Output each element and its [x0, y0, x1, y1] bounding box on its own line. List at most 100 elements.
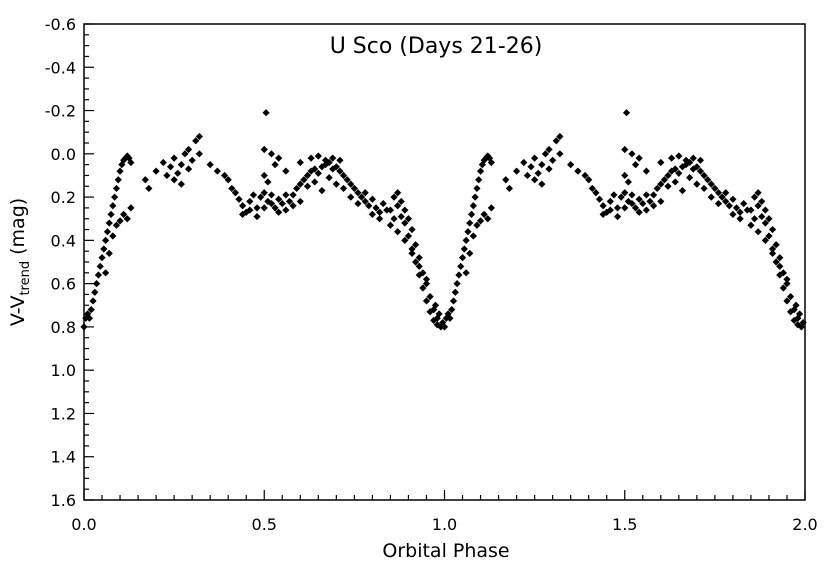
- data-point: [91, 288, 99, 296]
- y-tick-label: 1.0: [51, 361, 76, 380]
- data-point: [404, 215, 413, 223]
- data-point: [783, 275, 791, 283]
- data-point: [93, 280, 101, 288]
- data-point: [339, 184, 348, 193]
- data-point: [390, 193, 398, 201]
- data-point: [541, 150, 550, 158]
- data-point: [624, 197, 632, 206]
- data-point: [790, 306, 798, 314]
- data-point: [464, 228, 472, 236]
- data-point: [599, 210, 607, 218]
- data-point: [347, 180, 355, 188]
- data-point: [502, 176, 510, 184]
- data-point: [786, 293, 795, 301]
- data-point: [523, 171, 532, 180]
- data-point: [192, 137, 200, 145]
- data-point: [624, 178, 632, 186]
- data-point: [792, 301, 800, 309]
- data-point: [696, 167, 705, 175]
- x-tick-label: 1.5: [612, 515, 637, 534]
- data-point: [84, 310, 92, 318]
- y-axis-title-prefix: V-V: [7, 296, 29, 327]
- data-point: [635, 195, 643, 203]
- data-point: [285, 197, 294, 206]
- data-point: [260, 171, 268, 180]
- data-point: [239, 210, 247, 218]
- plot-area: [83, 23, 806, 501]
- data-point: [435, 310, 443, 318]
- data-point: [332, 163, 340, 171]
- data-point: [581, 171, 589, 180]
- data-point: [426, 293, 434, 301]
- x-tick-label: 2.0: [792, 515, 817, 534]
- x-tick-label: 0.5: [252, 515, 277, 534]
- data-point: [621, 189, 629, 197]
- data-point: [422, 280, 431, 288]
- data-point: [80, 323, 88, 331]
- data-point: [437, 323, 445, 331]
- data-point: [419, 269, 427, 277]
- data-point: [657, 197, 665, 206]
- data-point: [664, 182, 672, 190]
- data-point: [246, 197, 254, 206]
- data-point: [621, 145, 629, 154]
- data-point: [166, 163, 175, 171]
- data-point: [220, 171, 229, 180]
- data-point: [361, 197, 369, 206]
- data-point: [235, 195, 243, 203]
- x-axis: 0.0 0.5 1.0 1.5 2.0: [71, 490, 818, 534]
- data-point: [795, 310, 804, 318]
- data-point: [707, 193, 715, 201]
- data-point: [613, 204, 622, 212]
- data-point: [772, 258, 780, 266]
- y-tick-label: 1.2: [51, 404, 76, 423]
- data-point: [174, 169, 182, 177]
- data-point: [112, 221, 121, 229]
- data-point: [184, 145, 193, 154]
- data-point: [621, 171, 629, 180]
- data-point: [534, 169, 542, 177]
- data-point: [484, 215, 492, 223]
- data-point: [289, 202, 297, 210]
- data-point: [397, 212, 405, 221]
- data-point: [123, 215, 131, 223]
- data-points: [80, 109, 807, 331]
- data-point: [195, 132, 203, 141]
- data-point: [376, 208, 384, 216]
- data-point: [102, 269, 110, 277]
- data-point: [754, 189, 762, 197]
- data-point: [696, 156, 705, 164]
- data-point: [329, 154, 337, 162]
- y-axis-title-subscript: trend: [18, 261, 33, 296]
- data-point: [743, 206, 751, 214]
- data-point: [401, 219, 409, 227]
- data-point: [635, 208, 643, 216]
- data-point: [722, 197, 730, 206]
- data-point: [397, 197, 405, 206]
- data-point: [649, 202, 658, 210]
- data-point: [372, 204, 380, 212]
- data-point: [628, 150, 636, 158]
- data-point: [177, 161, 185, 169]
- data-point: [228, 184, 236, 193]
- data-point: [296, 158, 304, 167]
- data-point: [419, 284, 427, 292]
- data-point: [307, 154, 315, 162]
- data-point: [595, 195, 604, 203]
- data-point: [433, 321, 441, 329]
- data-point: [257, 193, 265, 201]
- data-point: [765, 215, 773, 223]
- data-point: [732, 204, 741, 212]
- data-point: [678, 163, 687, 171]
- data-point: [318, 187, 326, 195]
- data-point: [549, 156, 557, 164]
- data-point: [440, 323, 449, 331]
- data-point: [439, 318, 447, 327]
- data-point: [253, 212, 261, 221]
- data-point: [700, 184, 708, 193]
- data-point: [458, 254, 467, 262]
- data-point: [264, 178, 272, 186]
- data-point: [253, 204, 261, 212]
- y-tick-label: -0.6: [45, 15, 76, 34]
- data-point: [747, 206, 755, 214]
